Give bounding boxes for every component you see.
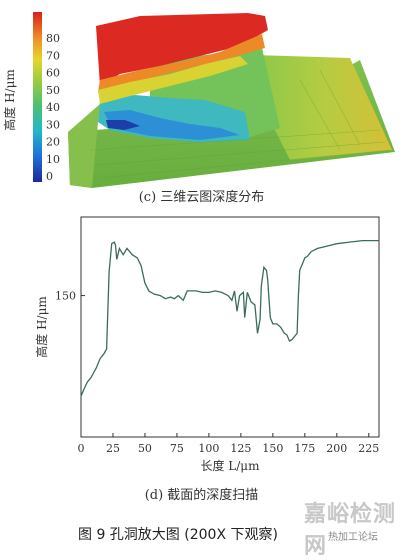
x-tick-label: 50 — [138, 442, 152, 455]
surface-hole-deep — [104, 110, 240, 140]
surface-top-plateau — [96, 13, 268, 86]
x-tick-label: 75 — [170, 442, 184, 455]
colorbar-tick-label: 20 — [46, 136, 60, 149]
x-tick-label: 25 — [106, 442, 120, 455]
colorbar-tick-label: 60 — [46, 67, 60, 80]
surface-left-wall — [68, 104, 100, 188]
x-tick-label: 175 — [294, 442, 315, 455]
surface-3d-panel: 0 10 20 30 40 50 60 70 80 高度 H/μm — [2, 12, 395, 188]
panel-d-caption: (d) 截面的深度扫描 — [144, 488, 259, 503]
x-tick-label: 125 — [230, 442, 251, 455]
colorbar-tick-label: 80 — [46, 32, 60, 45]
colorbar-ticks: 0 10 20 30 40 50 60 70 80 — [46, 32, 60, 183]
depth-scan-chart: 0 25 50 75 100 125 150 175 200 225 150 长度 L/μm 高度… — [34, 216, 380, 473]
surface-plateau-slope — [98, 56, 248, 104]
x-tick-label: 200 — [326, 442, 347, 455]
depth-profile-line — [80, 239, 379, 397]
colorbar-tick-label: 30 — [46, 118, 60, 131]
y-axis-label: 高度 H/μm — [34, 296, 49, 358]
x-tick-label: 100 — [198, 442, 219, 455]
surface-right-slope — [255, 55, 392, 160]
colorbar-label: 高度 H/μm — [2, 69, 17, 131]
y-axis-ticks: 150 — [55, 290, 85, 303]
watermark-subtext: 热加工论坛 — [328, 532, 378, 543]
colorbar-tick-label: 50 — [46, 84, 60, 97]
x-tick-label: 150 — [262, 442, 283, 455]
x-axis-ticks: 0 25 50 75 100 125 150 175 200 225 — [78, 433, 379, 455]
surface-plateau-edge — [98, 34, 265, 92]
surface-hole-deepest — [106, 120, 140, 130]
x-tick-label: 225 — [358, 442, 379, 455]
colorbar — [33, 12, 42, 182]
figure-caption: 图 9 孔洞放大图 (200X 下观察) — [78, 527, 278, 543]
y-tick-label: 150 — [55, 290, 76, 303]
x-axis-label: 长度 L/μm — [200, 458, 260, 473]
colorbar-tick-label: 0 — [46, 170, 53, 183]
colorbar-tick-label: 70 — [46, 49, 60, 62]
colorbar-tick-label: 10 — [46, 153, 60, 166]
surface-texture — [89, 69, 391, 179]
colorbar-tick-label: 40 — [46, 101, 60, 114]
panel-c-caption: (c) 三维云图深度分布 — [138, 190, 265, 205]
x-tick-label: 0 — [78, 442, 85, 455]
